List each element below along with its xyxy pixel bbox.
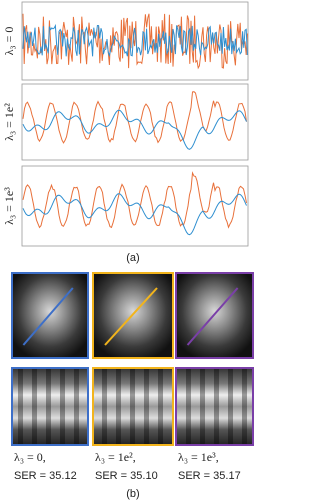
plot-frame	[21, 165, 249, 247]
signal-line	[22, 193, 247, 236]
signal-line	[22, 91, 247, 144]
m-mode-texture	[177, 369, 252, 444]
signal-line	[22, 109, 247, 150]
profile-line	[104, 287, 158, 346]
caption-metric: SER = 35.17	[178, 470, 241, 482]
signal-line	[22, 171, 247, 229]
caption-metric: SER = 35.12	[14, 470, 77, 482]
panel-label: (b)	[126, 488, 139, 500]
m-mode-texture	[94, 369, 172, 444]
caption-parameter: λ₃ = 0,	[14, 450, 46, 464]
profile-line	[186, 287, 239, 346]
caption-parameter: λ₃ = 1e²,	[95, 450, 136, 464]
plot-frame	[21, 1, 249, 81]
plot-frame	[21, 83, 249, 161]
signal-line	[22, 23, 248, 58]
y-label: λ₃ = 1e²	[2, 103, 16, 141]
caption-parameter: λ₃ = 1e³,	[178, 450, 219, 464]
y-label: λ₃ = 0	[2, 27, 16, 56]
profile-line	[22, 287, 74, 346]
m-mode-texture	[13, 369, 87, 444]
y-label: λ₃ = 1e³	[2, 187, 16, 225]
caption-metric: SER = 35.10	[95, 470, 158, 482]
panel-label: (a)	[126, 252, 139, 264]
figure: (a) (b) λ₃ = 0 λ₃ = 1e² λ₃ = 1e³ λ₃ = 0, SER…	[2, 1, 254, 500]
